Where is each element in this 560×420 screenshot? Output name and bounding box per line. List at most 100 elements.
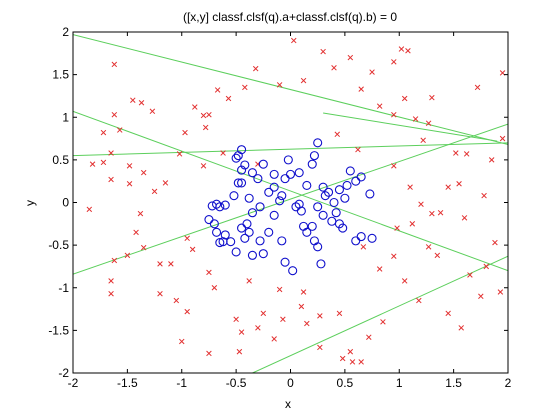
circle-point xyxy=(367,233,377,243)
y-tick-label: 0.5 xyxy=(52,153,69,167)
y-tick-label: 2 xyxy=(62,25,69,39)
cross-point xyxy=(108,278,114,284)
circle-point xyxy=(247,208,257,218)
cross-point xyxy=(242,84,248,91)
cross-point xyxy=(317,344,323,351)
cross-point xyxy=(276,286,283,293)
cross-point xyxy=(206,111,212,118)
circle-point xyxy=(247,168,257,178)
cross-point xyxy=(173,297,180,304)
cross-point xyxy=(349,359,356,365)
cross-point xyxy=(200,163,207,169)
cross-point xyxy=(276,82,283,88)
circle-point xyxy=(231,153,241,163)
circle-point xyxy=(229,191,239,201)
cross-point xyxy=(420,137,426,144)
circle-point xyxy=(280,174,290,184)
cross-point xyxy=(492,239,498,246)
circle-point xyxy=(277,191,287,201)
circle-point xyxy=(356,172,366,182)
cross-point xyxy=(291,37,297,44)
cross-point xyxy=(126,163,133,169)
decision-line-2 xyxy=(73,110,508,272)
cross-point xyxy=(300,77,307,84)
cross-point xyxy=(149,108,156,115)
circle-point xyxy=(255,202,265,212)
y-tick-label: -1 xyxy=(58,281,69,295)
cross-point xyxy=(331,65,337,71)
x-tick-label: -1 xyxy=(176,376,187,390)
circle-point xyxy=(231,247,241,257)
cross-point xyxy=(89,161,96,167)
circle-point xyxy=(264,227,274,237)
cross-point xyxy=(488,157,495,163)
x-tick-label: 0 xyxy=(287,376,294,390)
cross-point xyxy=(425,120,432,126)
cross-point xyxy=(184,235,190,242)
circle-point xyxy=(338,223,348,233)
circle-point xyxy=(327,216,337,226)
cross-point xyxy=(481,192,487,199)
cross-point xyxy=(202,124,209,131)
cross-point xyxy=(86,206,93,213)
cross-point xyxy=(238,329,245,335)
cross-point xyxy=(140,244,147,251)
cross-point xyxy=(176,151,183,157)
cross-point xyxy=(300,289,307,295)
cross-point xyxy=(108,176,114,183)
cross-point xyxy=(463,151,470,157)
cross-point xyxy=(157,261,163,267)
cross-point xyxy=(189,246,196,253)
cross-point xyxy=(162,180,169,186)
cross-point xyxy=(412,116,419,122)
circle-point xyxy=(277,236,287,246)
cross-point xyxy=(184,308,190,315)
cross-point xyxy=(336,310,343,317)
decision-line-3 xyxy=(73,123,508,275)
y-tick-label: 1 xyxy=(62,110,69,124)
circle-point xyxy=(269,210,279,220)
cross-point xyxy=(497,289,504,295)
x-tick-label: -2 xyxy=(68,376,79,390)
x-tick-label: 1 xyxy=(396,376,403,390)
circle-point xyxy=(226,237,236,247)
cross-point xyxy=(252,65,259,72)
circle-point xyxy=(345,166,355,176)
circle-point xyxy=(351,236,361,246)
circle-point xyxy=(247,250,257,260)
cross-point xyxy=(429,94,435,101)
cross-point xyxy=(453,150,459,156)
circle-point xyxy=(334,185,344,195)
cross-point xyxy=(111,111,118,118)
cross-point xyxy=(255,325,261,331)
cross-point xyxy=(100,159,107,166)
cross-point xyxy=(137,210,144,217)
cross-point xyxy=(206,350,212,357)
circle-point xyxy=(242,219,252,229)
cross-point xyxy=(206,269,212,276)
cross-point xyxy=(483,263,490,270)
cross-point xyxy=(236,348,243,355)
decision-line-6 xyxy=(323,112,498,142)
circle-point xyxy=(302,227,312,237)
cross-point xyxy=(366,334,372,340)
cross-point xyxy=(429,210,435,217)
y-tick-label: -1.5 xyxy=(48,323,69,337)
circle-point xyxy=(313,242,323,252)
circle-point xyxy=(233,178,243,188)
circle-point xyxy=(258,159,268,169)
circle-point xyxy=(320,191,330,201)
circle-point xyxy=(331,208,341,218)
cross-point xyxy=(320,48,326,55)
cross-point xyxy=(461,215,468,221)
circle-point xyxy=(275,196,285,206)
x-tick-label: 2 xyxy=(505,376,512,390)
circle-point xyxy=(309,151,319,161)
circle-point xyxy=(294,168,304,178)
circle-point xyxy=(307,159,317,169)
cross-point xyxy=(358,359,364,365)
cross-point xyxy=(130,97,136,103)
x-tick-label: 0.5 xyxy=(337,376,354,390)
cross-point xyxy=(280,316,286,323)
circle-point xyxy=(237,165,247,175)
